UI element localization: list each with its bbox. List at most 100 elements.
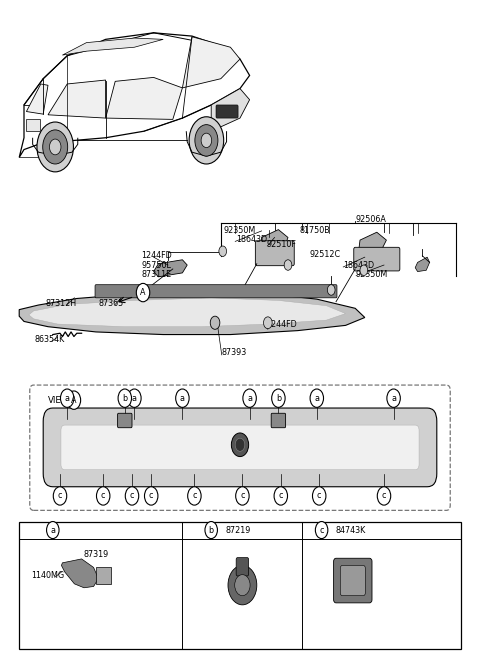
Text: c: c xyxy=(240,491,245,501)
Polygon shape xyxy=(154,260,187,277)
Circle shape xyxy=(387,389,400,407)
Text: 95750L: 95750L xyxy=(142,260,171,270)
Text: 81750B: 81750B xyxy=(300,226,331,236)
Text: A: A xyxy=(140,288,146,297)
Text: 92350M: 92350M xyxy=(223,226,255,236)
Polygon shape xyxy=(19,33,250,157)
Polygon shape xyxy=(19,291,365,335)
Circle shape xyxy=(125,487,139,505)
Circle shape xyxy=(377,487,391,505)
Circle shape xyxy=(43,130,68,164)
Text: 99817: 99817 xyxy=(311,285,336,295)
Circle shape xyxy=(219,246,227,256)
Text: c: c xyxy=(58,491,62,501)
Circle shape xyxy=(210,316,220,329)
Text: b: b xyxy=(209,525,214,535)
Text: b: b xyxy=(276,394,281,403)
Circle shape xyxy=(236,487,249,505)
Polygon shape xyxy=(262,230,288,252)
Circle shape xyxy=(136,283,150,302)
Polygon shape xyxy=(211,89,250,131)
Circle shape xyxy=(360,265,368,276)
Text: 92506A: 92506A xyxy=(355,215,386,224)
Text: 87219: 87219 xyxy=(226,525,251,535)
Circle shape xyxy=(310,389,324,407)
Circle shape xyxy=(235,575,250,596)
Text: 86354K: 86354K xyxy=(35,335,65,344)
FancyBboxPatch shape xyxy=(271,413,286,428)
Text: 84743K: 84743K xyxy=(336,525,366,535)
Text: c: c xyxy=(382,491,386,501)
Circle shape xyxy=(96,487,110,505)
Polygon shape xyxy=(61,559,98,588)
Circle shape xyxy=(189,117,224,164)
Circle shape xyxy=(47,522,59,539)
Circle shape xyxy=(284,260,292,270)
FancyBboxPatch shape xyxy=(61,425,419,470)
Polygon shape xyxy=(182,37,240,88)
Circle shape xyxy=(128,389,141,407)
Text: a: a xyxy=(50,525,55,535)
Circle shape xyxy=(205,522,217,539)
Text: b: b xyxy=(122,394,127,403)
Circle shape xyxy=(274,487,288,505)
Circle shape xyxy=(144,487,158,505)
Circle shape xyxy=(49,139,61,155)
Text: 92512C: 92512C xyxy=(310,250,341,259)
Text: 92510F: 92510F xyxy=(266,239,296,249)
Polygon shape xyxy=(48,80,106,118)
Bar xyxy=(96,567,111,584)
Text: c: c xyxy=(319,525,324,535)
FancyBboxPatch shape xyxy=(255,241,294,266)
Polygon shape xyxy=(415,257,430,272)
FancyBboxPatch shape xyxy=(354,247,400,271)
Text: a: a xyxy=(180,394,185,403)
Text: 87312H: 87312H xyxy=(46,298,77,308)
Circle shape xyxy=(264,317,272,329)
FancyBboxPatch shape xyxy=(216,105,238,118)
Circle shape xyxy=(37,122,73,172)
Text: 1140MG: 1140MG xyxy=(31,571,64,581)
Circle shape xyxy=(176,389,189,407)
Text: c: c xyxy=(149,491,154,501)
Polygon shape xyxy=(26,84,48,114)
Text: 87365: 87365 xyxy=(98,298,124,308)
Circle shape xyxy=(67,391,81,409)
Circle shape xyxy=(312,487,326,505)
Circle shape xyxy=(272,389,285,407)
Text: a: a xyxy=(132,394,137,403)
FancyBboxPatch shape xyxy=(340,565,365,596)
Text: 87319: 87319 xyxy=(84,550,109,559)
Bar xyxy=(19,522,461,649)
Text: c: c xyxy=(101,491,106,501)
FancyBboxPatch shape xyxy=(95,285,337,298)
Text: 18643D: 18643D xyxy=(236,235,267,244)
Text: 1244FD: 1244FD xyxy=(266,319,297,329)
Circle shape xyxy=(53,487,67,505)
Text: a: a xyxy=(314,394,319,403)
Polygon shape xyxy=(62,38,163,55)
Circle shape xyxy=(118,389,132,407)
FancyBboxPatch shape xyxy=(236,558,249,576)
Circle shape xyxy=(235,438,245,451)
Text: c: c xyxy=(317,491,322,501)
Text: 92350M: 92350M xyxy=(355,270,387,279)
Circle shape xyxy=(315,522,328,539)
Text: 1244FD: 1244FD xyxy=(142,251,172,260)
Text: 87393: 87393 xyxy=(222,348,247,358)
Text: c: c xyxy=(192,491,197,501)
Text: a: a xyxy=(391,394,396,403)
Circle shape xyxy=(228,565,257,605)
Text: a: a xyxy=(65,394,70,403)
Circle shape xyxy=(231,433,249,457)
Text: 18643D: 18643D xyxy=(343,260,374,270)
Circle shape xyxy=(188,487,201,505)
Circle shape xyxy=(327,285,335,295)
Circle shape xyxy=(195,125,218,156)
FancyBboxPatch shape xyxy=(30,385,450,510)
Text: 87311E: 87311E xyxy=(142,270,172,279)
Circle shape xyxy=(60,389,74,407)
FancyBboxPatch shape xyxy=(43,408,437,487)
Circle shape xyxy=(201,133,212,148)
Bar xyxy=(26,119,40,131)
